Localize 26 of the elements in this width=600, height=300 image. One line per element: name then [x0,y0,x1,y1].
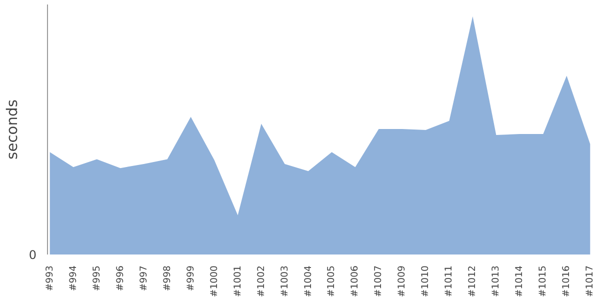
x-tick-label: #1005 [326,265,338,298]
x-tick-label: #996 [114,265,126,292]
y-axis-title: seconds [4,100,21,160]
x-tick-label: #993 [44,265,56,292]
x-tick-label: #995 [91,265,102,292]
x-tick-label: #1011 [444,265,455,298]
x-tick-label: #1003 [279,265,290,298]
x-tick-label: #1006 [350,265,361,298]
x-tick-label: #997 [138,265,150,292]
x-tick-label: #1000 [208,265,220,298]
text: 0 [28,248,37,262]
x-tick-label: #1012 [467,265,478,298]
x-tick-label: #1002 [256,265,267,298]
x-tick-label: #1001 [232,265,244,298]
x-tick-label: #1016 [561,265,572,298]
x-tick-label: #1010 [420,265,432,298]
x-tick-label: #998 [162,265,173,292]
x-tick-label: #1007 [373,265,384,298]
x-tick-label: #1004 [302,265,314,298]
x-tick-label: #1013 [490,265,502,298]
x-tick-label: #994 [68,265,79,292]
x-tick-label: #1015 [538,265,549,298]
x-tick-label: #1017 [584,265,596,298]
x-tick-label: #1009 [396,265,408,298]
x-tick-label: #999 [185,265,196,292]
x-tick-label: #1014 [514,265,526,298]
